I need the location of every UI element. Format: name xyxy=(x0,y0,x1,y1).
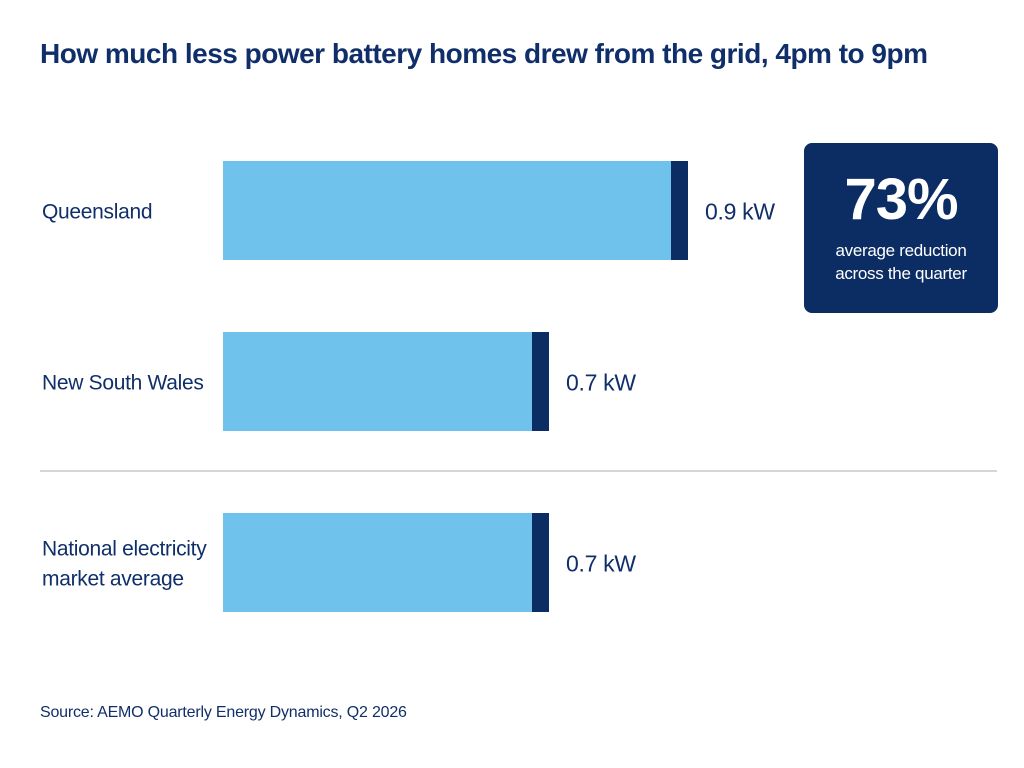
callout-description: average reduction across the quarter xyxy=(804,239,998,285)
callout-text-line1: average reduction xyxy=(835,241,967,260)
bar-end-cap xyxy=(532,513,549,612)
callout-value: 73% xyxy=(844,167,958,232)
value-label: 0.7 kW xyxy=(566,370,636,396)
chart-title: How much less power battery homes drew f… xyxy=(40,38,928,69)
bar-group: National electricity market average 0.7 kW xyxy=(42,513,637,612)
value-label: 0.9 kW xyxy=(705,199,775,225)
category-label: Queensland xyxy=(42,201,152,224)
bar-end-cap xyxy=(671,161,688,260)
category-label: National electricity market average xyxy=(42,538,207,591)
bar xyxy=(223,161,671,260)
bar-end-cap xyxy=(532,332,549,431)
summary-callout: 73% average reduction across the quarter xyxy=(804,143,998,313)
source-note: Source: AEMO Quarterly Energy Dynamics, … xyxy=(40,704,407,721)
bar xyxy=(223,332,532,431)
bar xyxy=(223,513,532,612)
category-label: New South Wales xyxy=(42,372,204,395)
value-label: 0.7 kW xyxy=(566,551,636,577)
callout-text-line2: across the quarter xyxy=(835,264,967,283)
bar-group: Queensland 0.9 kW xyxy=(42,161,776,260)
bar-group: New South Wales 0.7 kW xyxy=(42,332,637,431)
